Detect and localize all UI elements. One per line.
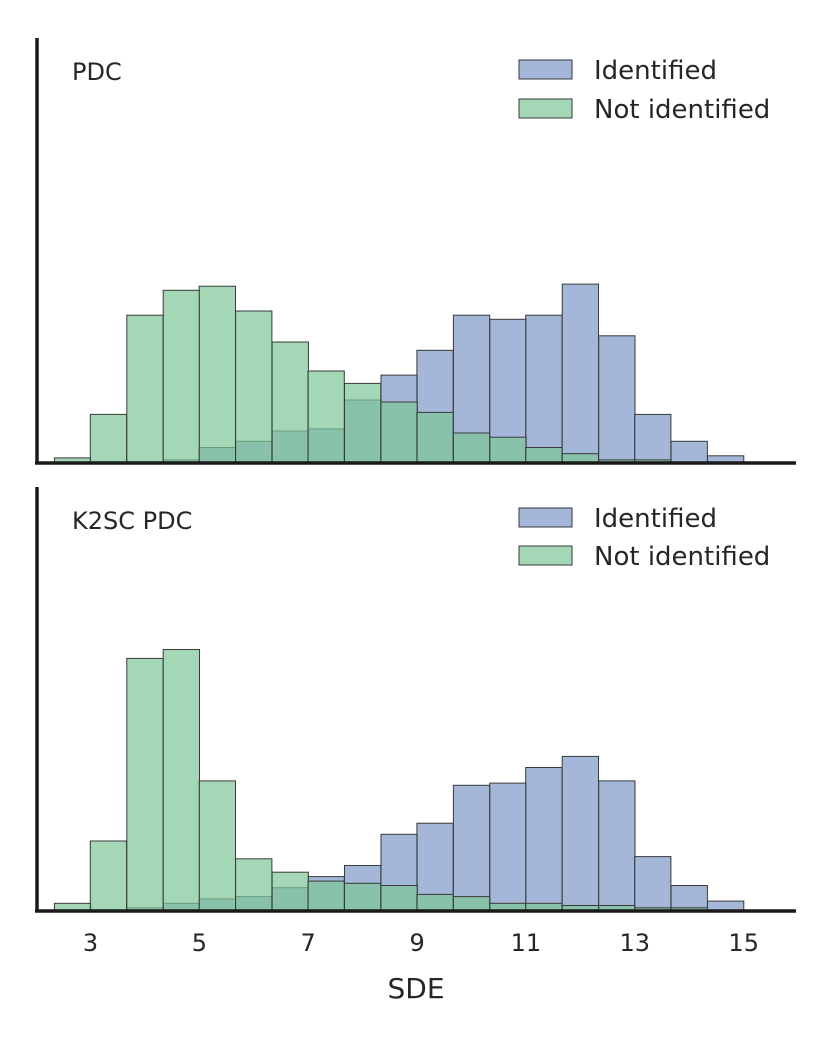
bar-identified [670,885,708,911]
bar-not-identified [525,447,563,463]
bar-identified [634,856,672,911]
bar-not-identified [235,310,273,463]
bar-not-identified [89,840,128,911]
bar-identified [598,780,636,911]
legend-label-identified-pdc: Identified [594,56,717,86]
bar-not-identified [416,893,454,911]
bar-not-identified [162,289,200,463]
bar-not-identified [307,370,345,463]
legend-pdc: Identified Not identified [518,56,770,125]
panel-title-pdc: PDC [72,58,122,86]
bar-not-identified [198,780,236,911]
bar-not-identified [126,314,164,463]
bar-not-identified [452,896,491,911]
bar-identified [561,283,600,463]
bar-identified [634,413,672,463]
bar-identified [598,335,636,463]
x-tick-label: 15 [728,929,759,957]
bars-pdc [53,283,745,463]
bar-not-identified [489,436,527,463]
bar-identified [707,455,745,463]
x-tick-label: 5 [192,929,207,957]
bar-not-identified [525,902,563,911]
bar-not-identified [53,902,92,911]
bar-identified [670,440,708,463]
x-tick-labels: 3 5 7 9 11 13 15 [83,929,759,957]
legend-swatch-not-identified-pdc [518,98,573,119]
x-tick-label: 9 [409,929,424,957]
legend-k2sc-pdc: Identified Not identified [518,504,770,572]
panel-title-k2sc-pdc: K2SC PDC [72,507,192,535]
x-tick-label: 11 [511,929,542,957]
bar-identified [525,767,563,911]
legend-label-not-identified-k2sc: Not identified [594,542,770,572]
legend-swatch-identified-pdc [518,59,573,80]
bar-not-identified [416,411,454,463]
bar-not-identified [489,902,527,911]
legend-swatch-identified-k2sc [518,507,573,528]
bar-identified [452,784,491,911]
bar-identified [525,314,563,463]
bar-not-identified [380,885,418,911]
bar-not-identified [344,882,382,911]
bar-identified [561,755,600,911]
bars-k2sc-pdc [53,649,745,911]
bar-not-identified [162,649,200,911]
bar-not-identified [235,858,273,911]
bar-not-identified [271,871,309,911]
x-tick-label: 3 [83,929,98,957]
legend-label-identified-k2sc: Identified [594,504,717,534]
bar-not-identified [271,341,309,463]
bar-identified [489,782,527,911]
legend-swatch-not-identified-k2sc [518,545,573,566]
x-axis-title: SDE [387,972,444,1005]
x-tick-label: 7 [301,929,316,957]
bar-not-identified [452,432,491,463]
bar-not-identified [307,880,345,911]
bar-not-identified [380,401,418,463]
legend-label-not-identified-pdc: Not identified [594,95,770,125]
bar-not-identified [126,657,164,911]
bar-not-identified [344,382,382,463]
bar-identified [707,900,745,911]
panel-k2sc-pdc: K2SC PDC Identified Not identified 3 5 7 9 1… [35,487,796,1005]
panel-pdc: PDC Identified Not identified [35,38,796,465]
bar-not-identified [89,413,128,463]
bar-not-identified [198,285,236,463]
x-tick-label: 13 [620,929,651,957]
bar-not-identified [561,453,600,463]
